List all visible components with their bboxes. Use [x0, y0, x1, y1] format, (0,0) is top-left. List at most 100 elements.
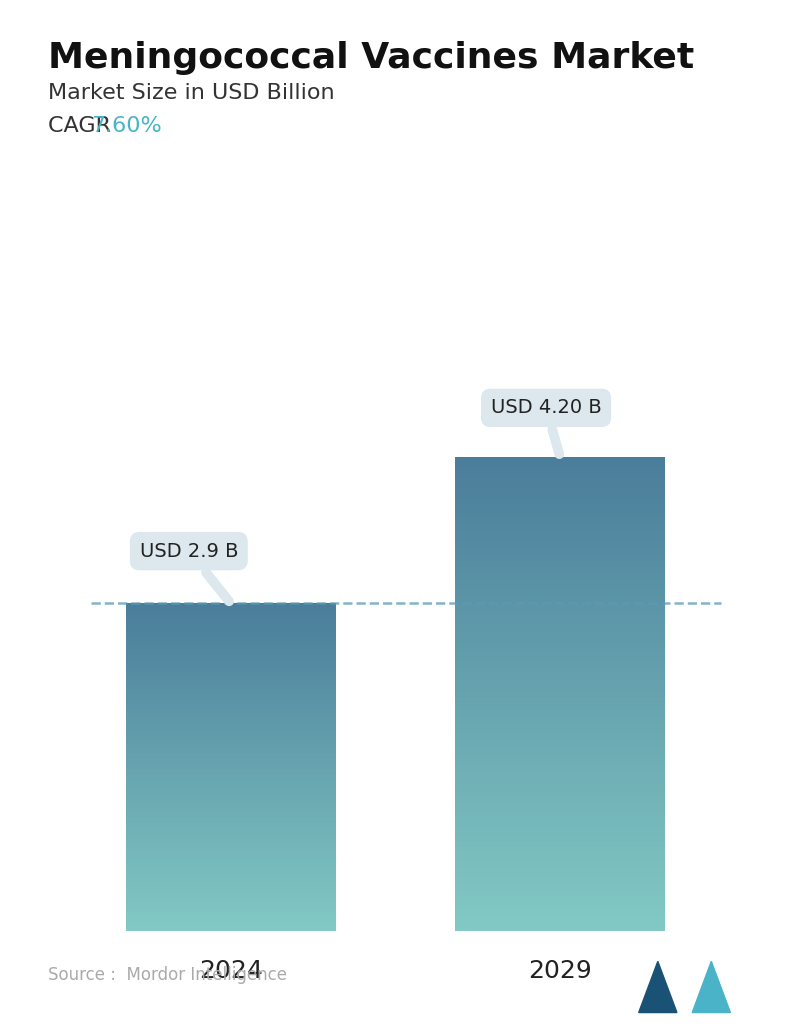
- Bar: [455, 598, 665, 599]
- Bar: [455, 895, 665, 898]
- Bar: [455, 686, 665, 688]
- Bar: [455, 700, 665, 702]
- Bar: [126, 657, 336, 658]
- Bar: [455, 808, 665, 809]
- Bar: [126, 859, 336, 861]
- Bar: [126, 621, 336, 622]
- Bar: [455, 757, 665, 759]
- Bar: [455, 724, 665, 725]
- Bar: [455, 847, 665, 849]
- Bar: [126, 708, 336, 709]
- Bar: [126, 895, 336, 896]
- Bar: [126, 639, 336, 640]
- Bar: [126, 743, 336, 744]
- Bar: [126, 662, 336, 663]
- Bar: [455, 517, 665, 518]
- Bar: [126, 622, 336, 624]
- Bar: [455, 831, 665, 832]
- Bar: [126, 915, 336, 916]
- Bar: [126, 714, 336, 716]
- Bar: [126, 864, 336, 865]
- Bar: [126, 765, 336, 766]
- Bar: [126, 771, 336, 772]
- Bar: [455, 749, 665, 751]
- Bar: [455, 852, 665, 853]
- Bar: [126, 837, 336, 838]
- Bar: [455, 805, 665, 808]
- Bar: [455, 602, 665, 604]
- Bar: [455, 581, 665, 583]
- Bar: [126, 728, 336, 729]
- Bar: [455, 518, 665, 520]
- Bar: [126, 882, 336, 883]
- Bar: [455, 919, 665, 921]
- Bar: [455, 458, 665, 460]
- Bar: [455, 561, 665, 562]
- Bar: [126, 883, 336, 884]
- Bar: [126, 650, 336, 651]
- Bar: [126, 780, 336, 782]
- Bar: [455, 912, 665, 913]
- Bar: [126, 628, 336, 629]
- Text: USD 4.20 B: USD 4.20 B: [490, 398, 602, 454]
- Bar: [455, 901, 665, 903]
- Bar: [455, 738, 665, 739]
- Bar: [126, 656, 336, 657]
- Bar: [126, 664, 336, 665]
- Bar: [126, 638, 336, 639]
- Bar: [455, 595, 665, 596]
- Bar: [126, 813, 336, 814]
- Bar: [126, 872, 336, 873]
- Bar: [455, 904, 665, 906]
- Bar: [455, 569, 665, 571]
- Bar: [126, 755, 336, 756]
- Bar: [455, 739, 665, 741]
- Bar: [455, 816, 665, 817]
- Bar: [126, 686, 336, 687]
- Bar: [455, 463, 665, 464]
- Bar: [455, 754, 665, 755]
- Bar: [455, 649, 665, 651]
- Bar: [455, 475, 665, 476]
- Bar: [126, 652, 336, 653]
- Bar: [455, 608, 665, 610]
- Polygon shape: [693, 962, 731, 1012]
- Bar: [126, 774, 336, 776]
- Bar: [455, 533, 665, 535]
- Bar: [126, 726, 336, 727]
- Text: Market Size in USD Billion: Market Size in USD Billion: [48, 83, 334, 102]
- Bar: [126, 912, 336, 913]
- Bar: [455, 548, 665, 550]
- Bar: [455, 547, 665, 548]
- Bar: [126, 696, 336, 697]
- Bar: [126, 616, 336, 617]
- Bar: [126, 610, 336, 611]
- Bar: [126, 682, 336, 683]
- Bar: [126, 898, 336, 899]
- Bar: [126, 875, 336, 876]
- Bar: [455, 637, 665, 638]
- Bar: [455, 809, 665, 811]
- Bar: [455, 679, 665, 681]
- Bar: [455, 727, 665, 729]
- Bar: [455, 765, 665, 766]
- Bar: [126, 905, 336, 906]
- Bar: [455, 913, 665, 915]
- Bar: [455, 585, 665, 586]
- Bar: [126, 807, 336, 808]
- Bar: [455, 869, 665, 871]
- Bar: [455, 789, 665, 790]
- Bar: [126, 922, 336, 923]
- Bar: [126, 719, 336, 720]
- Bar: [126, 814, 336, 815]
- Bar: [455, 481, 665, 482]
- Bar: [126, 615, 336, 616]
- Bar: [126, 884, 336, 885]
- Bar: [455, 880, 665, 882]
- Bar: [126, 792, 336, 793]
- Bar: [126, 833, 336, 834]
- Bar: [126, 828, 336, 829]
- Bar: [455, 812, 665, 814]
- Bar: [455, 769, 665, 771]
- Bar: [455, 742, 665, 744]
